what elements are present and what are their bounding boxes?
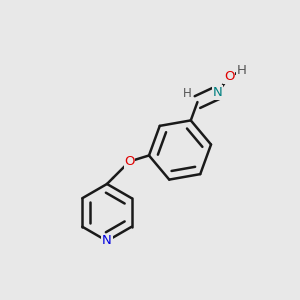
Text: N: N <box>213 86 223 99</box>
Text: H: H <box>183 87 191 100</box>
Text: O: O <box>224 70 234 83</box>
Text: N: N <box>102 235 112 248</box>
Text: O: O <box>124 155 135 168</box>
Text: H: H <box>236 64 246 77</box>
